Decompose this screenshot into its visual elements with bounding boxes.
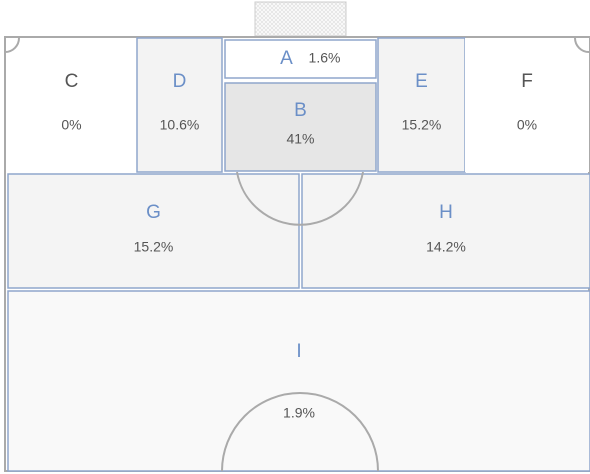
zone-value: 14.2% — [426, 239, 466, 255]
zone-value: 1.9% — [283, 405, 315, 421]
zone — [301, 173, 590, 289]
zone-label: F — [521, 71, 533, 92]
zone-label: C — [65, 71, 79, 92]
center-circle — [221, 392, 379, 472]
zone — [224, 82, 377, 172]
zone-label: I — [296, 341, 301, 362]
zone-label: E — [415, 71, 428, 92]
zone — [6, 38, 137, 172]
zone-value: 0% — [61, 117, 81, 133]
zone-value: 0% — [517, 117, 537, 133]
zone-value: 1.6% — [309, 50, 341, 66]
zone-value: 15.2% — [402, 117, 442, 133]
zones: A 1.6% B 41% C 0% D 10.6% E 15.2% F 0% G 15.2% H 14.2% I… — [6, 37, 590, 472]
zone-label: H — [439, 202, 453, 223]
zone — [465, 38, 589, 172]
penalty-arc — [236, 171, 364, 226]
zone — [224, 39, 377, 79]
zone — [7, 290, 590, 472]
corner-arc — [4, 37, 20, 53]
zone-label: G — [146, 202, 161, 223]
goal — [254, 1, 347, 37]
zone — [377, 37, 466, 173]
zone — [136, 37, 223, 173]
zone-label: B — [294, 100, 307, 121]
zone — [7, 173, 300, 289]
zone-value: 10.6% — [160, 117, 200, 133]
zone-value: 15.2% — [134, 239, 174, 255]
zone-label: D — [173, 71, 187, 92]
zone-label: A — [280, 48, 293, 69]
corner-arc — [574, 37, 590, 53]
zone-value: 41% — [286, 131, 314, 147]
